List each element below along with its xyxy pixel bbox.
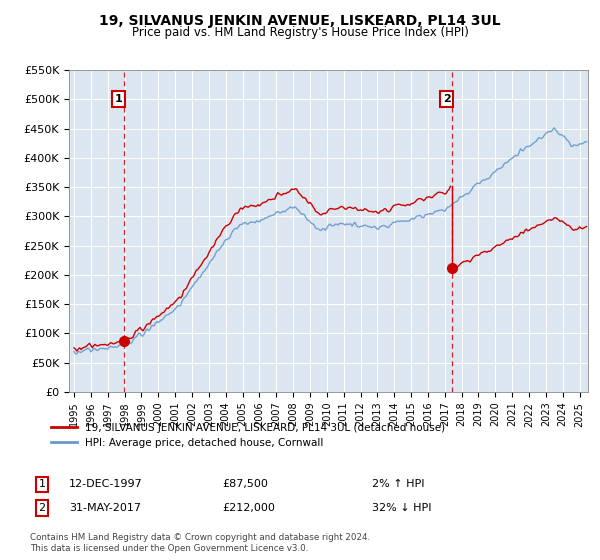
Text: 2: 2 xyxy=(443,94,451,104)
Text: 19, SILVANUS JENKIN AVENUE, LISKEARD, PL14 3UL: 19, SILVANUS JENKIN AVENUE, LISKEARD, PL… xyxy=(99,14,501,28)
Text: 12-DEC-1997: 12-DEC-1997 xyxy=(69,479,143,489)
Text: £87,500: £87,500 xyxy=(222,479,268,489)
Text: 1: 1 xyxy=(115,94,122,104)
Text: 2: 2 xyxy=(38,503,46,513)
Text: 2% ↑ HPI: 2% ↑ HPI xyxy=(372,479,425,489)
Text: £212,000: £212,000 xyxy=(222,503,275,513)
Text: 31-MAY-2017: 31-MAY-2017 xyxy=(69,503,141,513)
Text: 1: 1 xyxy=(38,479,46,489)
Text: 32% ↓ HPI: 32% ↓ HPI xyxy=(372,503,431,513)
Text: Contains HM Land Registry data © Crown copyright and database right 2024.
This d: Contains HM Land Registry data © Crown c… xyxy=(30,533,370,553)
Legend: 19, SILVANUS JENKIN AVENUE, LISKEARD, PL14 3UL (detached house), HPI: Average pr: 19, SILVANUS JENKIN AVENUE, LISKEARD, PL… xyxy=(47,419,449,452)
Text: Price paid vs. HM Land Registry's House Price Index (HPI): Price paid vs. HM Land Registry's House … xyxy=(131,26,469,39)
